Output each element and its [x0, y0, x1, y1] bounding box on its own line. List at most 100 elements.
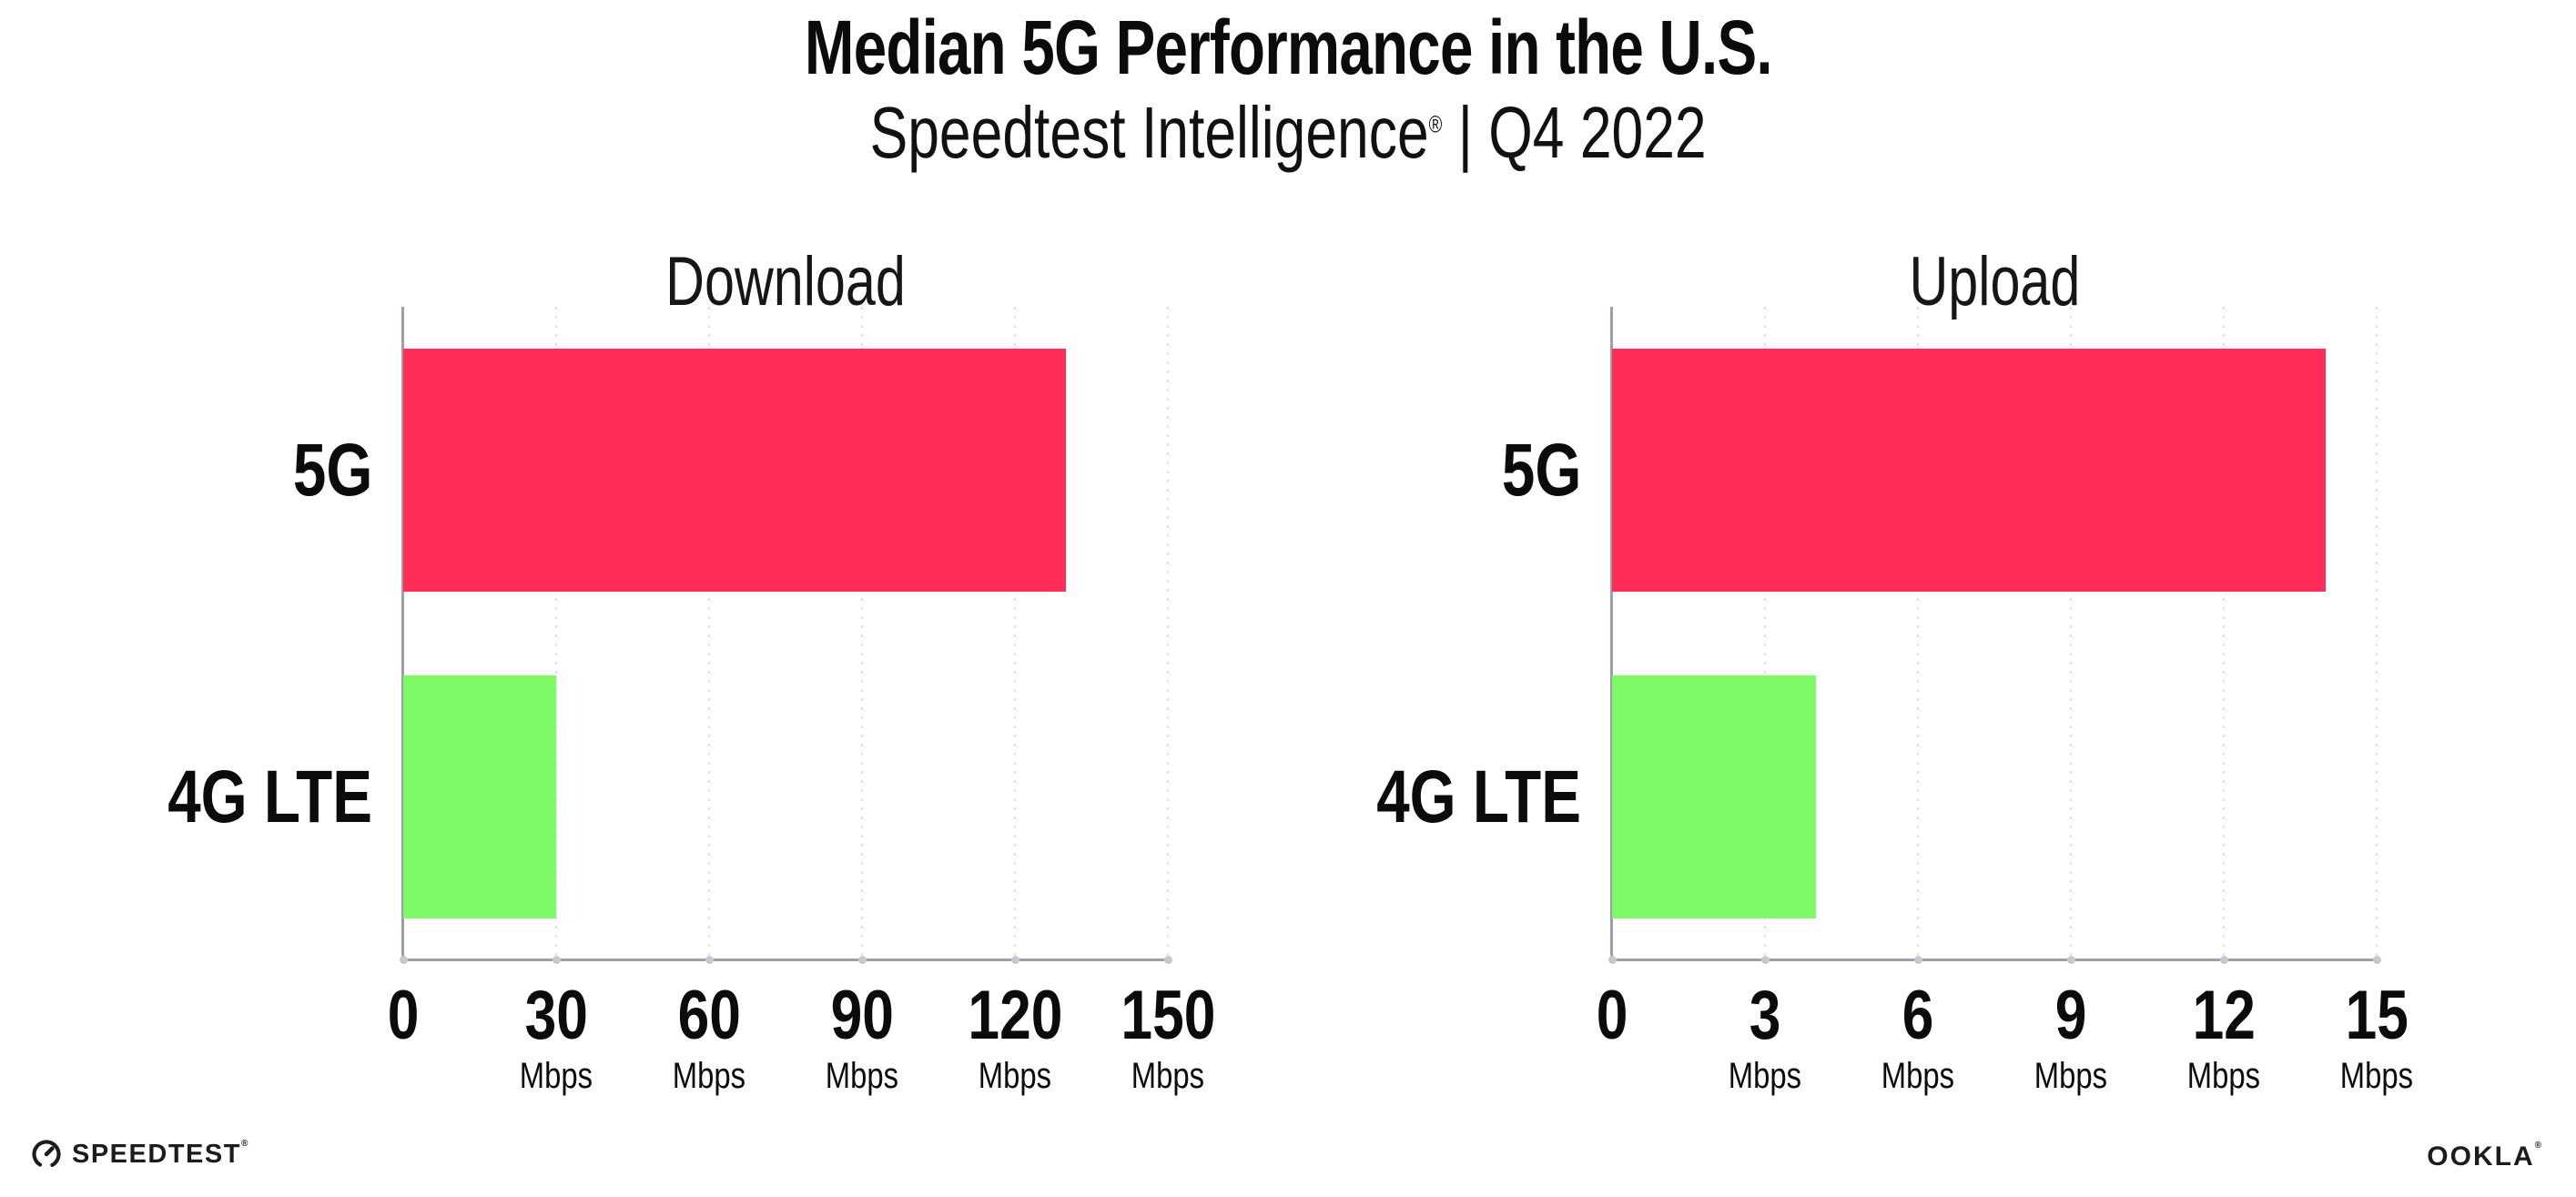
tick-label-text: 3	[1749, 977, 1781, 1054]
bar-5g	[403, 349, 1066, 592]
tick-label-text: 12	[2192, 977, 2256, 1054]
tick-label: 9	[1934, 981, 2207, 1050]
page-subtitle: Speedtest Intelligence® | Q4 2022	[0, 95, 2576, 171]
chart-title: Upload	[1612, 248, 2377, 317]
tick-dot	[857, 956, 867, 964]
tick-dot	[2066, 956, 2075, 964]
chart-title-text: Upload	[1909, 243, 2080, 320]
tick-label-text: 30	[524, 977, 588, 1054]
tick-label: 15	[2240, 981, 2513, 1050]
chart-title-text: Download	[665, 243, 906, 320]
tick-dot	[705, 956, 714, 964]
category-label-text: 5G	[1501, 428, 1581, 512]
speedometer-gauge-icon	[32, 1140, 61, 1169]
y-axis-line	[1610, 307, 1613, 961]
bar-5g	[1612, 349, 2326, 592]
tick-unit-text: Mbps	[1131, 1056, 1205, 1096]
tick-unit-label: Mbps	[1031, 1058, 1304, 1094]
x-axis-line	[401, 959, 1170, 961]
tick-label-text: 150	[1121, 977, 1215, 1054]
tick-label: 3	[1628, 981, 1902, 1050]
gridline	[1014, 307, 1016, 960]
speedtest-logo: SPEEDTEST®	[30, 1138, 249, 1171]
tick-label: 120	[878, 981, 1151, 1050]
tick-label-text: 6	[1902, 977, 1934, 1054]
tick-unit-text: Mbps	[1728, 1056, 1802, 1096]
tick-label: 6	[1781, 981, 2054, 1050]
page-subtitle-text: Speedtest Intelligence® | Q4 2022	[869, 95, 1706, 171]
tick-label-text: 90	[830, 977, 894, 1054]
gridline	[861, 307, 863, 960]
category-label-text: 4G LTE	[167, 755, 372, 838]
tick-unit-label: Mbps	[1934, 1058, 2207, 1094]
tick-unit-text: Mbps	[978, 1056, 1052, 1096]
tick-label-text: 0	[1596, 977, 1628, 1054]
tick-label-text: 60	[677, 977, 741, 1054]
gridline	[1917, 307, 1919, 960]
tick-unit-label: Mbps	[725, 1058, 999, 1094]
tick-unit-label: Mbps	[1781, 1058, 2054, 1094]
tick-unit-label: Mbps	[420, 1058, 693, 1094]
gridline	[2376, 307, 2378, 960]
tick-unit-text: Mbps	[519, 1056, 593, 1096]
tick-label-text: 9	[2054, 977, 2087, 1054]
bar-4g-lte	[403, 675, 556, 918]
tick-label: 30	[420, 981, 693, 1050]
tick-unit-label: Mbps	[878, 1058, 1151, 1094]
tick-unit-text: Mbps	[672, 1056, 746, 1096]
gridline	[555, 307, 557, 960]
subtitle-period: | Q4 2022	[1442, 92, 1707, 173]
tick-dot	[552, 956, 561, 964]
tick-label-text: 15	[2345, 977, 2409, 1054]
ookla-logo: OOKLA®	[2427, 1141, 2543, 1172]
registered-mark-icon: ®	[1428, 112, 1443, 138]
ookla-wordmark: OOKLA®	[2427, 1141, 2543, 1172]
tick-unit-text: Mbps	[825, 1056, 899, 1096]
category-label: 5G	[1217, 428, 1581, 512]
tick-dot	[399, 956, 408, 964]
tick-label: 12	[2087, 981, 2360, 1050]
category-label-text: 5G	[292, 428, 372, 512]
chart-title: Download	[403, 248, 1168, 317]
registered-mark-icon: ®	[2534, 1141, 2543, 1151]
tick-label: 0	[267, 981, 540, 1050]
tick-label-text: 120	[968, 977, 1062, 1054]
tick-unit-label: Mbps	[2240, 1058, 2513, 1094]
tick-label: 0	[1476, 981, 1749, 1050]
registered-mark-icon: ®	[240, 1138, 249, 1149]
gridline	[2223, 307, 2225, 960]
category-label-text: 4G LTE	[1376, 755, 1581, 838]
page-title: Median 5G Performance in the U.S.	[0, 9, 2576, 86]
tick-unit-text: Mbps	[2339, 1056, 2414, 1096]
tick-unit-text: Mbps	[2033, 1056, 2108, 1096]
tick-dot	[1607, 956, 1617, 964]
gridline	[1764, 307, 1766, 960]
tick-unit-label: Mbps	[2087, 1058, 2360, 1094]
tick-dot	[1913, 956, 1922, 964]
y-axis-line	[401, 307, 404, 961]
tick-dot	[1163, 956, 1172, 964]
page-title-text: Median 5G Performance in the U.S.	[804, 5, 1773, 90]
tick-label: 150	[1031, 981, 1304, 1050]
subtitle-product: Speedtest Intelligence	[869, 92, 1429, 173]
category-label: 5G	[8, 428, 372, 512]
tick-label-text: 0	[387, 977, 420, 1054]
category-label: 4G LTE	[8, 755, 372, 838]
category-label: 4G LTE	[1217, 755, 1581, 838]
tick-label: 60	[573, 981, 846, 1050]
tick-unit-text: Mbps	[1881, 1056, 1955, 1096]
plot-area	[1607, 307, 2381, 964]
tick-unit-text: Mbps	[2186, 1056, 2261, 1096]
gridline	[1167, 307, 1169, 960]
tick-label: 90	[725, 981, 999, 1050]
tick-unit-label: Mbps	[573, 1058, 846, 1094]
x-axis-line	[1610, 959, 2378, 961]
tick-unit-label: Mbps	[1628, 1058, 1902, 1094]
gridline	[2070, 307, 2072, 960]
plot-area	[399, 307, 1172, 964]
tick-dot	[2219, 956, 2228, 964]
tick-dot	[1760, 956, 1770, 964]
tick-dot	[1010, 956, 1019, 964]
